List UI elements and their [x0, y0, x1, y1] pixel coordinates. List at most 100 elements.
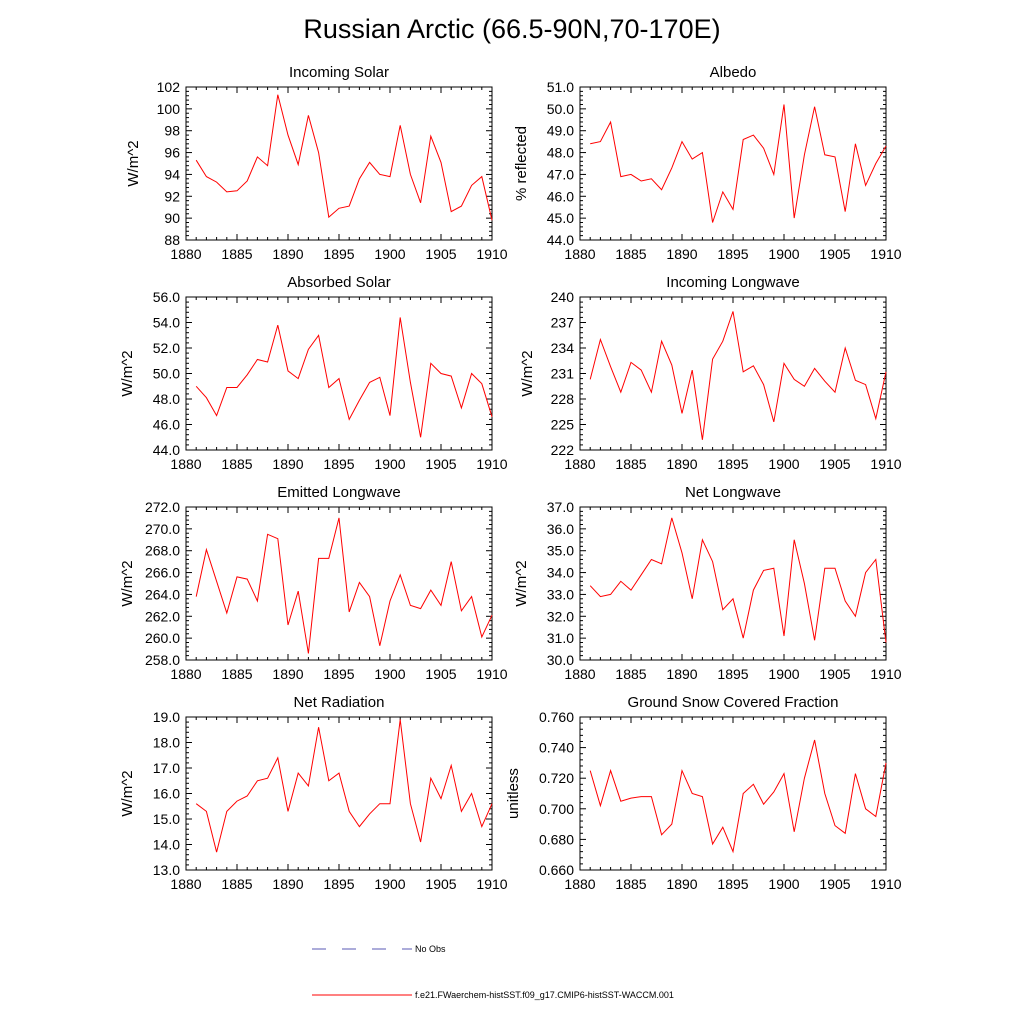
chart-8-series-line	[589, 739, 887, 854]
chart-2-xtick-label: 1900	[768, 246, 799, 262]
chart-8-xtick-label: 1905	[819, 876, 850, 892]
chart-5-ytick-label: 272.0	[145, 499, 180, 515]
chart-5-xtick-label: 1885	[221, 666, 252, 682]
chart-8-ytick-label: 0.660	[539, 862, 574, 878]
chart-8-ytick-label: 0.700	[539, 801, 574, 817]
chart-4-ylabel: W/m^2	[519, 350, 536, 396]
chart-1-ytick-label: 92	[164, 188, 180, 204]
chart-1-ytick-label: 88	[164, 232, 180, 248]
chart-5-xtick-label: 1900	[374, 666, 405, 682]
chart-8-xtick-label: 1910	[870, 876, 901, 892]
chart-3-ytick-label: 46.0	[153, 417, 180, 433]
chart-5-ytick-label: 258.0	[145, 652, 180, 668]
chart-4-ytick-label: 225	[551, 417, 575, 433]
chart-2-ytick-label: 47.0	[547, 166, 574, 182]
chart-7-ytick-label: 16.0	[153, 786, 180, 802]
chart-3-xtick-label: 1900	[374, 456, 405, 472]
chart-7-ytick-label: 19.0	[153, 709, 180, 725]
chart-5-xtick-label: 1880	[170, 666, 201, 682]
chart-4-xtick-label: 1905	[819, 456, 850, 472]
chart-4-xtick-label: 1890	[666, 456, 697, 472]
chart-5-ylabel: W/m^2	[119, 560, 136, 606]
chart-7-ytick-label: 13.0	[153, 862, 180, 878]
chart-7-ytick-label: 18.0	[153, 735, 180, 751]
chart-4-ytick-label: 237	[551, 315, 575, 331]
chart-6-ytick-label: 30.0	[547, 652, 574, 668]
chart-7-ytick-label: 17.0	[153, 760, 180, 776]
chart-1-ytick-label: 102	[157, 79, 181, 95]
chart-1-ytick-label: 98	[164, 123, 180, 139]
chart-2-ytick-label: 49.0	[547, 123, 574, 139]
chart-3-xtick-label: 1885	[221, 456, 252, 472]
page-title: Russian Arctic (66.5-90N,70-170E)	[303, 14, 721, 44]
chart-7-xtick-label: 1880	[170, 876, 201, 892]
chart-8-ytick-label: 0.720	[539, 770, 574, 786]
chart-3-ytick-label: 44.0	[153, 442, 180, 458]
chart-1-xtick-label: 1910	[476, 246, 507, 262]
chart-2-frame	[579, 86, 887, 241]
chart-7-xtick-label: 1900	[374, 876, 405, 892]
chart-6-ylabel: W/m^2	[513, 560, 530, 606]
chart-2-xtick-label: 1880	[564, 246, 595, 262]
chart-1-xtick-label: 1900	[374, 246, 405, 262]
chart-5-xtick-label: 1890	[272, 666, 303, 682]
chart-4-xtick-label: 1900	[768, 456, 799, 472]
chart-2-ytick-label: 45.0	[547, 210, 574, 226]
chart-7-xtick-label: 1905	[425, 876, 456, 892]
chart-3-ylabel: W/m^2	[119, 350, 136, 396]
chart-5-ytick-label: 264.0	[145, 586, 180, 602]
chart-3-xtick-label: 1910	[476, 456, 507, 472]
chart-6-xtick-label: 1890	[666, 666, 697, 682]
legend-no-obs-label: No Obs	[415, 944, 446, 954]
chart-4-title: Incoming Longwave	[666, 274, 799, 291]
chart-1-title: Incoming Solar	[289, 64, 389, 81]
chart-5-xtick-label: 1910	[476, 666, 507, 682]
chart-5-ytick-label: 270.0	[145, 521, 180, 537]
chart-1-xtick-label: 1905	[425, 246, 456, 262]
chart-3-xtick-label: 1890	[272, 456, 303, 472]
chart-4-ytick-label: 231	[551, 366, 575, 382]
chart-1-series-line	[195, 94, 493, 221]
chart-1-xtick-label: 1890	[272, 246, 303, 262]
chart-2-ytick-label: 48.0	[547, 145, 574, 161]
chart-3-frame	[185, 296, 493, 451]
chart-8-ylabel: unitless	[505, 768, 522, 819]
chart-4-xtick-label: 1885	[615, 456, 646, 472]
chart-8-ytick-label: 0.740	[539, 740, 574, 756]
chart-7-ytick-label: 14.0	[153, 837, 180, 853]
chart-2-xtick-label: 1895	[717, 246, 748, 262]
chart-2-xtick-label: 1910	[870, 246, 901, 262]
chart-7-xtick-label: 1885	[221, 876, 252, 892]
chart-4-frame	[579, 296, 887, 451]
chart-6-ytick-label: 35.0	[547, 543, 574, 559]
chart-3-ytick-label: 56.0	[153, 289, 180, 305]
chart-1-ylabel: W/m^2	[125, 140, 142, 186]
chart-3-series-line	[195, 317, 493, 438]
chart-8-xtick-label: 1895	[717, 876, 748, 892]
chart-4-ytick-label: 240	[551, 289, 575, 305]
chart-6-ytick-label: 32.0	[547, 608, 574, 624]
chart-6-ytick-label: 34.0	[547, 565, 574, 581]
chart-3-xtick-label: 1905	[425, 456, 456, 472]
chart-5-ytick-label: 268.0	[145, 543, 180, 559]
chart-2-xtick-label: 1905	[819, 246, 850, 262]
chart-5-series-line	[195, 517, 493, 654]
chart-4-ytick-label: 234	[551, 340, 575, 356]
chart-5-xtick-label: 1905	[425, 666, 456, 682]
chart-4-xtick-label: 1880	[564, 456, 595, 472]
chart-5-ytick-label: 260.0	[145, 630, 180, 646]
chart-6-xtick-label: 1885	[615, 666, 646, 682]
chart-5-ytick-label: 266.0	[145, 565, 180, 581]
chart-2-xtick-label: 1890	[666, 246, 697, 262]
chart-8-frame	[579, 716, 887, 871]
chart-6-xtick-label: 1910	[870, 666, 901, 682]
chart-3-ytick-label: 50.0	[153, 366, 180, 382]
chart-2-ytick-label: 44.0	[547, 232, 574, 248]
chart-8-ytick-label: 0.680	[539, 831, 574, 847]
chart-8-xtick-label: 1880	[564, 876, 595, 892]
chart-6-ytick-label: 33.0	[547, 586, 574, 602]
chart-7-frame	[185, 716, 493, 871]
chart-6-xtick-label: 1900	[768, 666, 799, 682]
chart-3-title: Absorbed Solar	[287, 274, 390, 291]
